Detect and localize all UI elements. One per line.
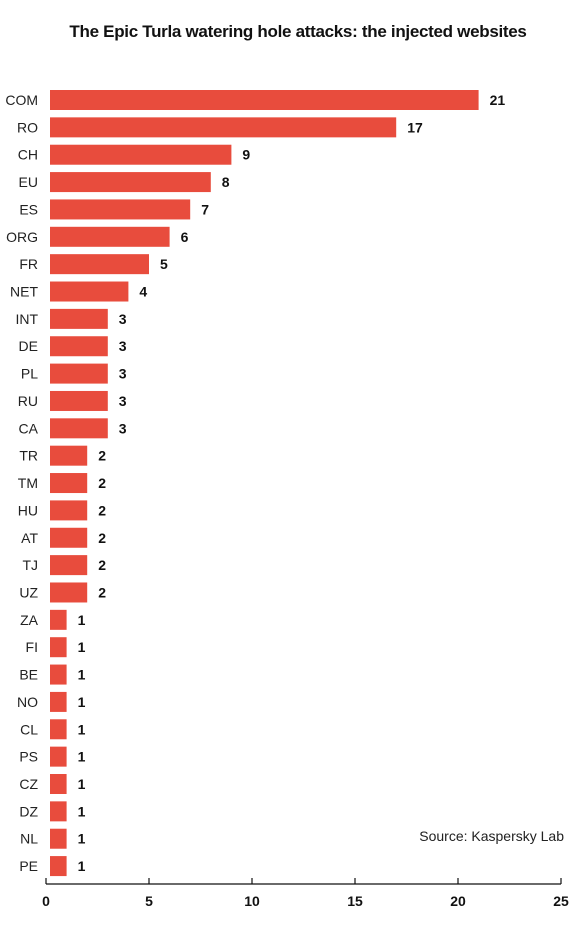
value-label-cl: 1 [78, 721, 86, 737]
value-label-fi: 1 [78, 639, 86, 655]
bar-nl [50, 828, 67, 849]
bar-com [50, 90, 479, 110]
bar-pl [50, 363, 108, 384]
value-label-tr: 2 [98, 448, 106, 464]
category-label-com: COM [5, 92, 38, 108]
category-label-ps: PS [19, 749, 38, 765]
category-label-de: DE [19, 338, 38, 354]
bar-es [50, 199, 191, 220]
bar-hu [50, 500, 88, 521]
category-label-pl: PL [21, 366, 38, 382]
value-label-eu: 8 [222, 174, 230, 190]
bar-cl [50, 719, 67, 740]
category-label-ro: RO [17, 119, 38, 135]
category-label-eu: EU [19, 174, 38, 190]
category-label-nl: NL [20, 831, 38, 847]
bar-tj [50, 555, 88, 576]
bar-za [50, 609, 67, 630]
bar-ca [50, 418, 108, 439]
category-label-fr: FR [19, 256, 38, 272]
bar-dz [50, 801, 67, 822]
category-label-es: ES [19, 201, 38, 217]
source-note: Source: Kaspersky Lab [419, 828, 564, 844]
value-label-com: 21 [490, 92, 506, 108]
bar-de [50, 336, 108, 357]
value-label-int: 3 [119, 311, 127, 327]
value-label-hu: 2 [98, 502, 106, 518]
bar-net [50, 281, 129, 302]
category-label-ch: CH [18, 147, 38, 163]
x-tick-label-0: 0 [42, 893, 50, 909]
category-label-int: INT [15, 311, 38, 327]
bar-no [50, 691, 67, 712]
value-label-at: 2 [98, 530, 106, 546]
x-tick-label-25: 25 [553, 893, 569, 909]
value-label-za: 1 [78, 612, 86, 628]
bar-ro [50, 117, 397, 138]
bar-fr [50, 254, 149, 275]
value-label-ch: 9 [242, 147, 250, 163]
value-label-pe: 1 [78, 858, 86, 874]
bar-ru [50, 390, 108, 411]
x-tick-label-20: 20 [450, 893, 466, 909]
bar-ch [50, 144, 232, 165]
category-label-org: ORG [6, 229, 38, 245]
chart-title: The Epic Turla watering hole attacks: th… [69, 22, 527, 41]
value-label-fr: 5 [160, 256, 168, 272]
bar-ps [50, 746, 67, 767]
value-label-ps: 1 [78, 749, 86, 765]
value-label-es: 7 [201, 201, 209, 217]
category-label-cz: CZ [19, 776, 38, 792]
category-label-hu: HU [18, 502, 38, 518]
value-label-cz: 1 [78, 776, 86, 792]
category-label-tj: TJ [22, 557, 38, 573]
value-label-tm: 2 [98, 475, 106, 491]
value-label-nl: 1 [78, 831, 86, 847]
bar-eu [50, 172, 211, 193]
value-label-be: 1 [78, 667, 86, 683]
value-label-dz: 1 [78, 803, 86, 819]
category-label-be: BE [19, 667, 38, 683]
category-label-cl: CL [20, 721, 38, 737]
bar-int [50, 308, 108, 329]
bar-at [50, 527, 88, 548]
category-label-net: NET [10, 284, 38, 300]
category-label-uz: UZ [19, 584, 38, 600]
bar-be [50, 664, 67, 685]
value-label-tj: 2 [98, 557, 106, 573]
category-label-no: NO [17, 694, 38, 710]
x-tick-label-15: 15 [347, 893, 363, 909]
bar-tm [50, 473, 88, 494]
value-label-de: 3 [119, 338, 127, 354]
category-label-pe: PE [19, 858, 38, 874]
bar-uz [50, 582, 88, 603]
category-label-tm: TM [18, 475, 38, 491]
value-label-uz: 2 [98, 584, 106, 600]
x-tick-label-10: 10 [244, 893, 260, 909]
category-label-ca: CA [19, 420, 39, 436]
category-label-at: AT [21, 530, 38, 546]
category-label-dz: DZ [19, 803, 38, 819]
value-label-net: 4 [139, 284, 147, 300]
category-label-za: ZA [20, 612, 39, 628]
bar-tr [50, 445, 88, 466]
category-label-fi: FI [26, 639, 38, 655]
category-label-ru: RU [18, 393, 38, 409]
value-label-ca: 3 [119, 420, 127, 436]
bar-cz [50, 774, 67, 794]
category-label-tr: TR [19, 448, 38, 464]
value-label-ro: 17 [407, 119, 423, 135]
x-tick-label-5: 5 [145, 893, 153, 909]
bar-pe [50, 856, 67, 877]
value-label-org: 6 [181, 229, 189, 245]
value-label-no: 1 [78, 694, 86, 710]
value-label-pl: 3 [119, 366, 127, 382]
bar-org [50, 226, 170, 247]
value-label-ru: 3 [119, 393, 127, 409]
bar-fi [50, 637, 67, 658]
